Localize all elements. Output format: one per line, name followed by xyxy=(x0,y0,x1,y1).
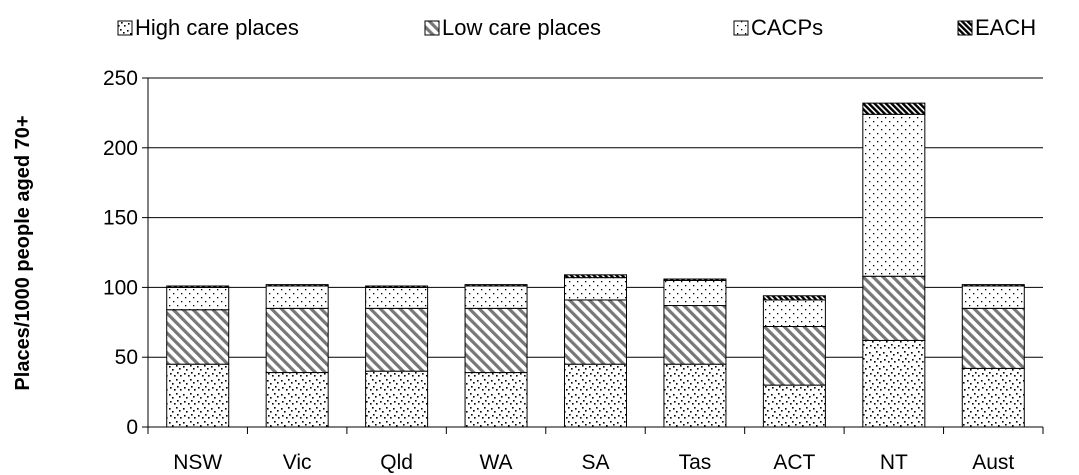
x-tick-label-aust: Aust xyxy=(972,451,1014,474)
bar-nt-cacps xyxy=(862,113,926,277)
bar-group-nt xyxy=(862,102,926,428)
bar-group-qld xyxy=(365,285,429,428)
bar-group-tas xyxy=(663,278,727,428)
bar-tas-each xyxy=(663,278,727,281)
y-tick-label-50: 50 xyxy=(115,346,138,369)
bar-nt-each xyxy=(862,102,926,115)
bar-act-low-care-places xyxy=(762,325,826,386)
legend-swatch-cacps xyxy=(733,20,749,36)
bar-group-nsw xyxy=(166,285,230,428)
y-tick-labels: 0 50 100 150 200 250 xyxy=(103,67,138,439)
bar-tas-cacps xyxy=(663,279,727,307)
x-tick-label-nsw: NSW xyxy=(173,451,222,474)
bar-qld-cacps xyxy=(365,286,429,309)
bar-nt-high-care-places xyxy=(862,339,926,428)
bar-aust-high-care-places xyxy=(961,367,1025,428)
bar-sa-each xyxy=(564,274,627,279)
bar-aust-each xyxy=(961,284,1025,287)
bar-group-vic xyxy=(265,284,329,428)
bar-vic-each xyxy=(265,284,329,287)
bar-wa-each xyxy=(464,284,528,287)
bar-group-sa xyxy=(564,274,627,428)
legend-swatch-each xyxy=(957,20,973,36)
axes xyxy=(142,77,1044,434)
x-tick-label-act: ACT xyxy=(773,451,815,474)
bar-sa-low-care-places xyxy=(564,299,627,365)
x-tick-label-tas: Tas xyxy=(679,451,712,474)
bar-vic-cacps xyxy=(265,285,329,309)
legend-item-low-care-places: Low care places xyxy=(424,15,601,40)
bar-nsw-cacps xyxy=(166,286,230,311)
bar-nsw-low-care-places xyxy=(166,309,230,365)
bar-act-each xyxy=(762,295,826,301)
bar-tas-high-care-places xyxy=(663,363,727,428)
y-tick-label-250: 250 xyxy=(103,67,138,90)
bar-wa-high-care-places xyxy=(464,372,528,428)
legend-label-low-care-places: Low care places xyxy=(442,15,601,40)
bar-vic-low-care-places xyxy=(265,307,329,374)
bar-qld-low-care-places xyxy=(365,307,429,372)
x-tick-label-vic: Vic xyxy=(283,451,312,474)
bar-vic-high-care-places xyxy=(265,372,329,428)
bar-sa-cacps xyxy=(564,277,627,301)
bar-aust-low-care-places xyxy=(961,307,1025,369)
legend-swatch-high-care-places xyxy=(117,20,133,36)
legend-item-each: EACH xyxy=(957,15,1036,40)
bar-sa-high-care-places xyxy=(564,363,627,428)
x-tick-label-wa: WA xyxy=(480,451,513,474)
x-tick-label-qld: Qld xyxy=(380,451,413,474)
legend-label-each: EACH xyxy=(975,15,1036,40)
bar-nsw-high-care-places xyxy=(166,363,230,428)
bar-group-act xyxy=(762,295,826,428)
bar-wa-low-care-places xyxy=(464,307,528,374)
legend-swatch-low-care-places xyxy=(424,20,440,36)
y-axis-label: Places/1000 people aged 70+ xyxy=(12,115,34,390)
bar-nsw-each xyxy=(166,285,230,288)
bar-qld-each xyxy=(365,285,429,288)
y-tick-label-150: 150 xyxy=(103,207,138,230)
bar-nt-low-care-places xyxy=(862,275,926,341)
y-tick-label-200: 200 xyxy=(103,137,138,160)
x-tick-label-nt: NT xyxy=(880,451,908,474)
bar-aust-cacps xyxy=(961,285,1025,309)
bar-act-high-care-places xyxy=(762,384,826,428)
legend-item-cacps: CACPs xyxy=(733,15,823,40)
legend-item-high-care-places: High care places xyxy=(117,15,299,40)
y-tick-label-0: 0 xyxy=(126,416,138,439)
legend: High care places Low care places CACPs EACH xyxy=(117,15,1036,40)
y-tick-label-100: 100 xyxy=(103,276,138,299)
x-tick-label-sa: SA xyxy=(581,451,609,474)
x-tick-labels: NSW Vic Qld WA SA Tas ACT NT Aust xyxy=(173,451,1014,474)
bar-tas-low-care-places xyxy=(663,305,727,365)
bar-qld-high-care-places xyxy=(365,370,429,428)
bars xyxy=(166,102,1025,428)
legend-label-cacps: CACPs xyxy=(751,15,823,40)
bar-wa-cacps xyxy=(464,285,528,309)
bar-act-cacps xyxy=(762,299,826,327)
bar-group-aust xyxy=(961,284,1025,428)
bar-group-wa xyxy=(464,284,528,428)
legend-label-high-care-places: High care places xyxy=(135,15,299,40)
